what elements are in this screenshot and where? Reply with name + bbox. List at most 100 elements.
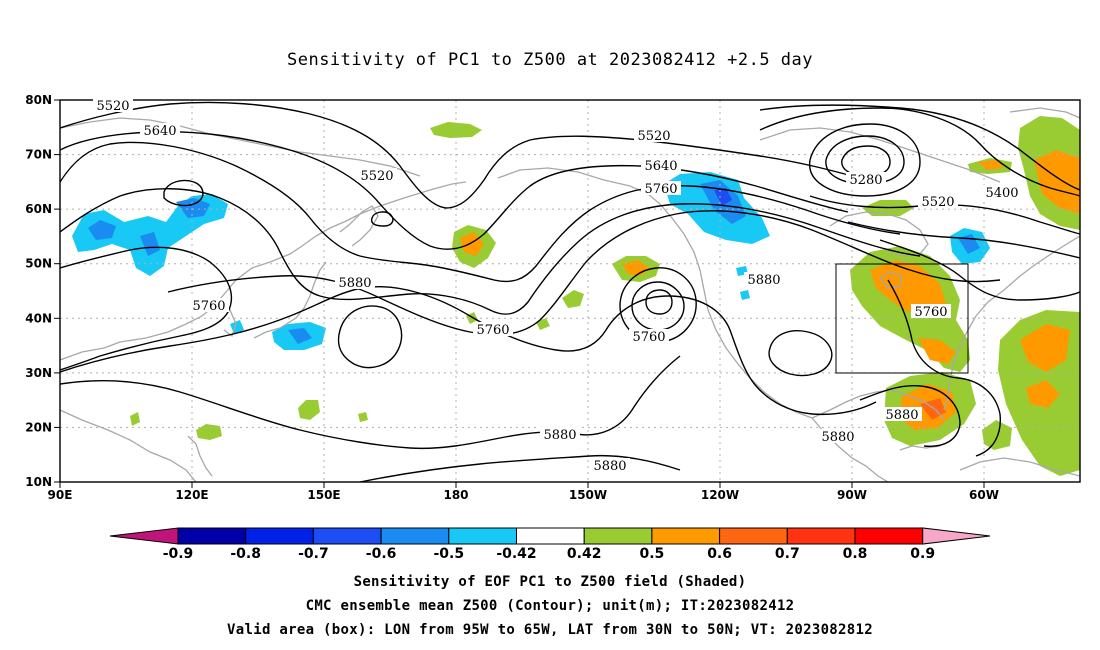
contour-line	[759, 104, 1080, 191]
shade-positive	[982, 420, 1012, 450]
contour-label: 5640	[644, 159, 677, 174]
shade-negative	[176, 198, 210, 218]
contour-label: 5640	[143, 124, 176, 139]
shade-negative	[288, 328, 312, 344]
colorbar-label: -0.7	[298, 546, 329, 562]
contour-label: 5880	[593, 459, 626, 474]
contour-label-bg	[473, 322, 513, 336]
contour-line	[163, 179, 204, 207]
contour-label-bg	[629, 329, 669, 343]
contour-label: 5760	[644, 182, 677, 197]
contour-line	[847, 221, 1080, 259]
lon-label: 150E	[307, 488, 340, 502]
coastline-kamchatka	[339, 205, 379, 247]
contour-label-bg	[335, 275, 375, 289]
contour-label: 5400	[985, 186, 1018, 201]
shade-positive	[918, 338, 956, 364]
contour-line	[887, 279, 1001, 457]
shade-negative	[714, 188, 732, 206]
contour-label-bg	[140, 123, 180, 137]
colorbar-label: -0.42	[496, 546, 536, 562]
lon-label: 90E	[48, 488, 73, 502]
contour-label-bg	[189, 298, 229, 312]
contour-line	[879, 239, 1080, 301]
coastline-caribbean	[899, 445, 941, 451]
contour-label-bg	[590, 458, 630, 472]
contour-label-bg	[911, 304, 951, 318]
colorbar-bin	[448, 527, 517, 545]
contour-line	[60, 141, 901, 283]
colorbar-label: -0.9	[163, 546, 194, 562]
lon-label: 90W	[837, 488, 867, 502]
contour-label-bg	[982, 185, 1022, 199]
coastline-japan	[253, 261, 327, 339]
lat-label: 50N	[25, 257, 52, 271]
colorbar-label: -0.6	[366, 546, 397, 562]
contour-label-bg	[918, 194, 958, 208]
coastline-china-south	[60, 409, 197, 482]
coastline-great-lakes	[879, 271, 903, 289]
colorbar-label: -0.8	[230, 546, 261, 562]
colorbar	[109, 527, 991, 545]
colorbar-below-triangle	[109, 527, 179, 545]
colorbar-label: 0.8	[843, 546, 868, 562]
contour-label-bg	[357, 168, 397, 182]
contour-label: 5760	[914, 305, 947, 320]
contour-label: 5880	[338, 276, 371, 291]
colorbar-bin	[380, 527, 450, 545]
contour-line	[859, 384, 961, 447]
axis-ticks	[54, 99, 985, 488]
contour-line	[631, 281, 685, 331]
lon-label: 120E	[175, 488, 208, 502]
contour-line	[809, 123, 921, 197]
shade-negative	[88, 220, 116, 240]
colorbar-bin	[312, 527, 382, 545]
contour-label: 5520	[360, 169, 393, 184]
shade-negative	[140, 232, 160, 256]
contour-label: 5520	[921, 195, 954, 210]
colorbar-bin	[719, 527, 788, 545]
colorbar-bin	[177, 527, 247, 545]
colorbar-bin	[651, 527, 721, 545]
contour-line	[759, 107, 1080, 197]
colorbar-labels: -0.9 -0.8 -0.7 -0.6 -0.5 -0.42 0.42 0.5 0.6 0.7 0.…	[163, 546, 935, 562]
lon-label: 180	[443, 488, 468, 502]
contour-line	[359, 454, 681, 482]
sensitivity-shading	[72, 116, 1080, 476]
contour-label: 5520	[96, 99, 129, 114]
contour-label-bg	[846, 172, 886, 186]
caption-shaded: Sensitivity of EOF PC1 to Z500 field (Sh…	[353, 574, 747, 590]
coastline-canada-arctic	[759, 127, 1001, 183]
contour-line	[645, 289, 673, 315]
colorbar-above-triangle	[922, 527, 991, 545]
colorbar-bin	[583, 527, 653, 545]
contour-label-bg	[641, 181, 681, 195]
latitude-labels: 80N 70N 60N 50N 40N 30N 20N 10N	[25, 93, 52, 489]
contour-label: 5760	[476, 323, 509, 338]
colorbar-label: 0.7	[775, 546, 800, 562]
contour-label-bg	[641, 158, 681, 172]
contour-line	[60, 286, 877, 416]
gridlines	[60, 100, 1080, 482]
contour-line	[768, 330, 833, 377]
colorbar-label: 0.9	[910, 546, 935, 562]
contour-label: 5520	[637, 129, 670, 144]
colorbar-label: 0.5	[639, 546, 664, 562]
shade-positive	[562, 290, 584, 308]
contour-line	[167, 210, 1001, 336]
colorbar-bin	[786, 527, 856, 545]
lat-label: 20N	[25, 420, 52, 434]
shade-positive	[130, 412, 140, 426]
shade-positive	[1034, 150, 1080, 214]
contour-label-bg	[882, 407, 922, 421]
contour-label: 5280	[849, 173, 882, 188]
colorbar-label: 0.42	[567, 546, 602, 562]
contour-label: 5880	[821, 430, 854, 445]
z500-contours	[60, 101, 1080, 482]
contour-label: 5760	[192, 299, 225, 314]
coastline-philippines	[187, 435, 213, 477]
caption-valid-area: Valid area (box): LON from 95W to 65W, L…	[227, 622, 873, 638]
contour-label: 5760	[632, 330, 665, 345]
contour-labels: 5520 5640 5520 5520 5640 5760 5280 5520 5400 5760…	[93, 98, 1022, 474]
